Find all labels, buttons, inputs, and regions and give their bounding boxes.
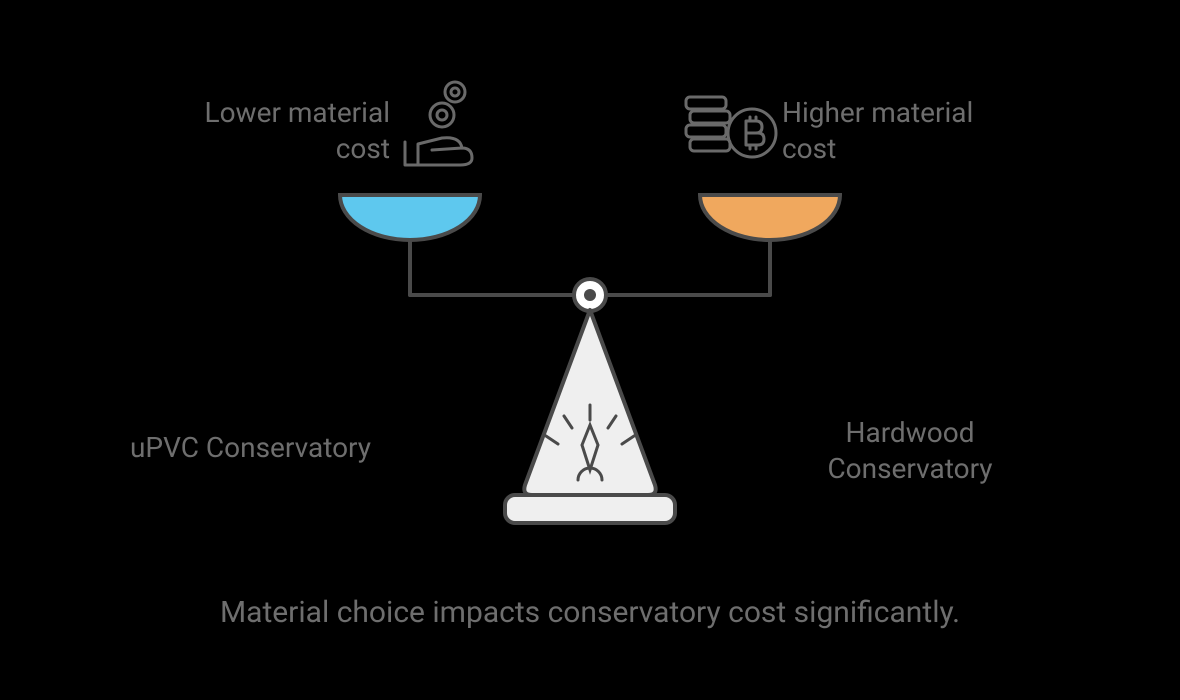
right-top-line1: Higher material bbox=[782, 96, 973, 129]
right-top-line2: cost bbox=[782, 132, 836, 165]
fulcrum-pivot bbox=[574, 279, 606, 311]
right-pan bbox=[700, 195, 840, 240]
right-top-label: Higher material cost bbox=[782, 95, 1022, 168]
balance-scale bbox=[310, 110, 870, 530]
right-bottom-label: Hardwood Conservatory bbox=[810, 415, 1010, 488]
left-bottom-text: uPVC Conservatory bbox=[130, 431, 371, 464]
left-top-line1: Lower material bbox=[205, 96, 391, 129]
hand-coins-icon bbox=[400, 80, 485, 170]
left-top-line2: cost bbox=[336, 132, 390, 165]
scale-base bbox=[505, 495, 675, 523]
right-bottom-line1: Hardwood bbox=[846, 416, 975, 449]
left-top-label: Lower material cost bbox=[150, 95, 390, 168]
coin-stack-icon bbox=[680, 85, 780, 170]
left-bottom-label: uPVC Conservatory bbox=[130, 430, 371, 466]
caption-text: Material choice impacts conservatory cos… bbox=[0, 595, 1180, 630]
right-bottom-line2: Conservatory bbox=[827, 452, 992, 485]
left-pan bbox=[340, 195, 480, 240]
